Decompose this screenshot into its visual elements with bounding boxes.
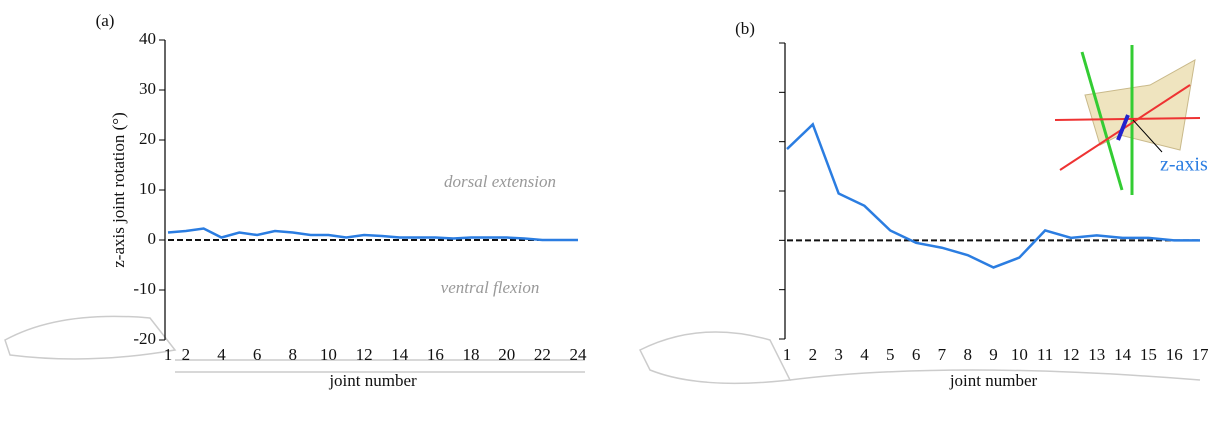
- x-tick-label: 1: [783, 345, 792, 364]
- x-tick-label: 12: [1062, 345, 1079, 364]
- x-tick-label: 2: [809, 345, 818, 364]
- x-tick-label: 16: [1166, 345, 1183, 364]
- skeleton-decoration: [4, 315, 1201, 385]
- y-tick-label: 0: [148, 229, 157, 248]
- y-tick-label: 20: [139, 129, 156, 148]
- y-tick-label: 40: [139, 29, 156, 48]
- x-tick-label: 5: [886, 345, 895, 364]
- axis-icon: [1054, 45, 1201, 195]
- data-line: [786, 122, 1200, 269]
- x-tick-label: 10: [1011, 345, 1028, 364]
- panel-label: (b): [735, 19, 755, 38]
- x-tick-label: 12: [356, 345, 373, 364]
- x-axis-label: joint number: [328, 371, 417, 390]
- x-tick-label: 14: [391, 345, 409, 364]
- x-tick-label: 17: [1192, 345, 1210, 364]
- x-tick-label: 10: [320, 345, 337, 364]
- annotation: dorsal extension: [444, 172, 556, 191]
- x-tick-label: 9: [989, 345, 998, 364]
- x-tick-label: 6: [912, 345, 921, 364]
- y-tick-label: -20: [133, 329, 156, 348]
- data-line: [167, 227, 578, 242]
- x-tick-label: 20: [498, 345, 515, 364]
- y-axis-label: z-axis joint rotation (°): [109, 112, 128, 268]
- x-tick-label: 24: [570, 345, 588, 364]
- x-tick-label: 4: [217, 345, 226, 364]
- panel-label: (a): [96, 11, 115, 30]
- x-tick-label: 8: [963, 345, 972, 364]
- x-tick-label: 1: [164, 345, 173, 364]
- x-tick-label: 6: [253, 345, 262, 364]
- x-tick-label: 3: [834, 345, 843, 364]
- x-tick-label: 22: [534, 345, 551, 364]
- x-tick-label: 18: [463, 345, 480, 364]
- x-tick-label: 13: [1088, 345, 1105, 364]
- x-tick-label: 11: [1037, 345, 1053, 364]
- y-tick-label: 10: [139, 179, 156, 198]
- x-axis-label: joint number: [949, 371, 1038, 390]
- y-tick-label: 30: [139, 79, 156, 98]
- x-tick-label: 16: [427, 345, 444, 364]
- annotation: ventral flexion: [441, 278, 540, 297]
- x-tick-label: 15: [1140, 345, 1157, 364]
- x-tick-label: 2: [182, 345, 191, 364]
- x-tick-label: 14: [1114, 345, 1132, 364]
- x-tick-label: 8: [289, 345, 298, 364]
- x-tick-label: 4: [860, 345, 869, 364]
- y-tick-label: -10: [133, 279, 156, 298]
- x-tick-label: 7: [938, 345, 947, 364]
- annotation: z-axis: [1160, 154, 1208, 176]
